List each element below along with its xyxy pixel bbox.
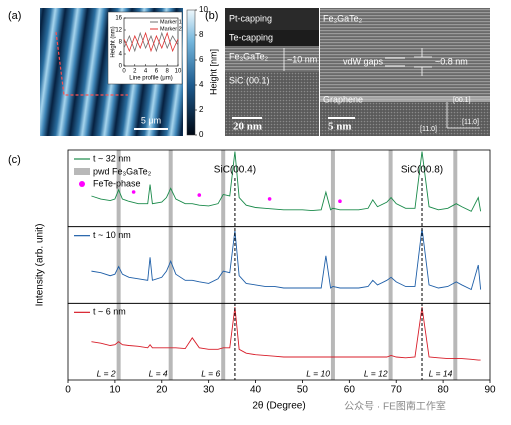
x-tick-label: 70 bbox=[391, 385, 403, 396]
gap-label: vdW gaps bbox=[343, 56, 384, 66]
reference-label: SiC(00.4) bbox=[214, 165, 256, 176]
panel-frame bbox=[67, 302, 491, 381]
legend-label: t ~ 10 nm bbox=[93, 230, 131, 240]
legend-label: t ~ 32 nm bbox=[93, 153, 131, 163]
legend-swatch bbox=[74, 168, 90, 175]
colorbar-label: Height [nm] bbox=[208, 49, 218, 95]
band-label: L = 14 bbox=[429, 368, 453, 378]
colorbar-tick-label: 6 bbox=[199, 55, 204, 64]
data-line bbox=[123, 31, 179, 53]
panel-label: (c) bbox=[8, 154, 21, 166]
y-tick-label: 4 bbox=[119, 52, 123, 58]
x-axis-label: 2θ (Degree) bbox=[252, 401, 305, 412]
x-tick-label: 10 bbox=[109, 385, 121, 396]
data-line bbox=[91, 151, 482, 212]
watermark: 公众号 · FE图南工作室 bbox=[344, 400, 446, 413]
reference-band bbox=[168, 150, 173, 380]
y-axis-label: Height (nm) bbox=[111, 26, 117, 57]
y-tick-label: 8 bbox=[119, 40, 123, 46]
colorbar-tick-label: 2 bbox=[199, 105, 204, 114]
tem-layer bbox=[225, 30, 319, 46]
legend-label: FeTe-phase bbox=[93, 178, 141, 188]
phase-marker bbox=[197, 193, 202, 197]
y-tick-label: 16 bbox=[115, 16, 122, 22]
legend-label: Marker 2 bbox=[160, 26, 182, 32]
x-tick-label: 6 bbox=[155, 69, 159, 75]
layer-label: Fe₃GaTe₂ bbox=[229, 51, 269, 61]
band-label: L = 12 bbox=[364, 368, 388, 378]
x-tick-label: 8 bbox=[166, 69, 170, 75]
legend-swatch bbox=[79, 181, 85, 187]
band-label: L = 6 bbox=[201, 368, 220, 378]
y-axis-label: Intensity (arb. unit) bbox=[35, 224, 46, 307]
tem-layer bbox=[225, 8, 319, 30]
colorbar bbox=[186, 9, 196, 136]
phase-marker bbox=[131, 190, 136, 194]
axis-label: [11.0] bbox=[420, 126, 437, 133]
x-tick-label: 10 bbox=[175, 69, 182, 75]
x-tick-label: 40 bbox=[250, 385, 262, 396]
band-label: L = 4 bbox=[149, 368, 168, 378]
tem-layer bbox=[225, 46, 319, 72]
scale-bar-label: 5 nm bbox=[328, 121, 352, 133]
panel-label: (a) bbox=[8, 10, 21, 22]
x-tick-label: 80 bbox=[438, 385, 450, 396]
layer-label: Pt-capping bbox=[229, 13, 272, 23]
phase-marker bbox=[267, 197, 272, 201]
reference-label: SiC(00.8) bbox=[401, 165, 443, 176]
panel-label: (b) bbox=[205, 10, 218, 22]
gap-arrows bbox=[385, 57, 405, 67]
band-label: L = 2 bbox=[97, 368, 116, 378]
x-axis-label: Line profile (μm) bbox=[129, 76, 172, 82]
x-tick-label: 50 bbox=[297, 385, 309, 396]
spacing-label: ~0.8 nm bbox=[435, 56, 468, 66]
colorbar-tick-label: 10 bbox=[199, 5, 208, 14]
x-tick-label: 4 bbox=[144, 69, 148, 75]
axis-arrows bbox=[446, 102, 480, 129]
x-tick-label: 60 bbox=[344, 385, 356, 396]
scale-bar-label: 20 nm bbox=[233, 121, 262, 133]
axis-label: [11.0] bbox=[462, 119, 479, 126]
reference-band bbox=[221, 150, 226, 380]
colorbar-tick-label: 8 bbox=[199, 30, 204, 39]
phase-marker bbox=[338, 199, 342, 203]
reference-band bbox=[453, 150, 458, 380]
graphene-layer bbox=[320, 96, 490, 102]
reference-band bbox=[388, 150, 393, 380]
inset-background bbox=[107, 11, 183, 85]
legend-label: t ~ 6 nm bbox=[93, 307, 126, 317]
profile-line bbox=[55, 31, 128, 96]
y-tick-label: 12 bbox=[115, 28, 122, 34]
reference-band bbox=[116, 150, 121, 380]
tem-title: Fe₃GaTe₂ bbox=[323, 13, 363, 23]
scale-bar-label: 5 μm bbox=[141, 115, 161, 125]
thickness-label: ~10 nm bbox=[287, 54, 317, 64]
x-tick-label: 0 bbox=[122, 69, 126, 75]
x-tick-label: 30 bbox=[203, 385, 215, 396]
legend-label: pwd Fe₃GaTe₂ bbox=[93, 166, 152, 176]
spacing-marker bbox=[414, 48, 432, 76]
layer-label: SiC (00.1) bbox=[229, 75, 270, 85]
band-label: L = 10 bbox=[306, 368, 330, 378]
data-line bbox=[123, 31, 179, 53]
legend-label: Marker 1 bbox=[160, 19, 182, 25]
colorbar-tick-label: 4 bbox=[199, 80, 204, 89]
colorbar-tick-label: 0 bbox=[199, 130, 204, 139]
axis-label: [00.1] bbox=[453, 97, 471, 104]
layer-label: Te-capping bbox=[229, 32, 273, 42]
data-line bbox=[91, 228, 482, 291]
x-tick-label: 2 bbox=[133, 69, 137, 75]
x-tick-label: 0 bbox=[65, 385, 71, 396]
graphene-label: Graphene bbox=[323, 94, 363, 104]
tem-layer bbox=[225, 72, 319, 136]
data-line bbox=[91, 307, 481, 361]
reference-band bbox=[330, 150, 335, 380]
x-tick-label: 90 bbox=[484, 385, 496, 396]
y-tick-label: 0 bbox=[119, 64, 123, 70]
x-tick-label: 20 bbox=[156, 385, 168, 396]
